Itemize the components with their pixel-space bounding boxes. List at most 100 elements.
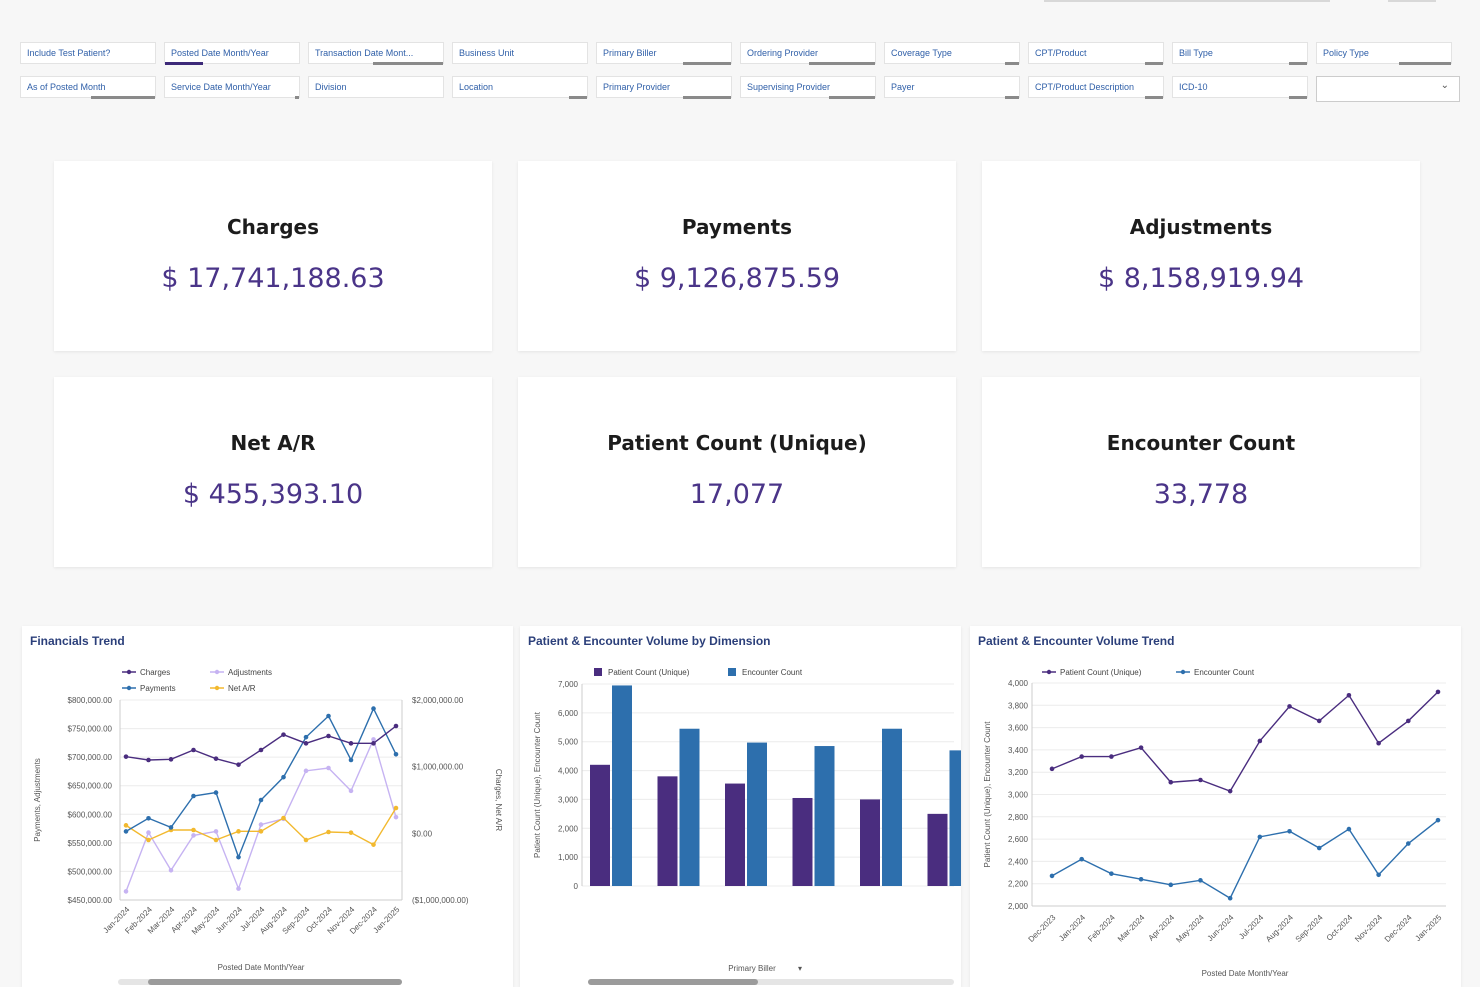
- y-tick-label: 4,000: [1008, 679, 1029, 688]
- filter-selection-indicator: [91, 96, 155, 99]
- chart-scrollbar[interactable]: [588, 979, 954, 985]
- filter-label: Posted Date Month/Year: [171, 48, 269, 58]
- data-point: [213, 837, 219, 843]
- data-point: [303, 768, 309, 774]
- data-point: [213, 756, 219, 761]
- legend-marker: [214, 685, 220, 691]
- x-tick-label: Sep-2024: [1294, 913, 1325, 944]
- data-point: [1316, 845, 1322, 851]
- kpi-value: $ 455,393.10: [182, 479, 364, 510]
- data-point: [1316, 718, 1322, 724]
- data-point: [1376, 872, 1381, 878]
- data-point: [168, 757, 174, 762]
- filter-division[interactable]: Division: [308, 76, 444, 98]
- bar-encounter-count: [949, 750, 961, 886]
- filter-selection-indicator: [1289, 62, 1307, 65]
- filter-business-unit[interactable]: Business Unit: [452, 42, 588, 64]
- legend-label: Charges: [140, 668, 170, 677]
- data-point: [191, 833, 196, 838]
- legend-label: Payments: [140, 684, 176, 693]
- filter-selection-indicator: [1145, 96, 1163, 99]
- filter-primary-biller[interactable]: Primary Biller: [596, 42, 732, 65]
- y-tick-label: 3,000: [558, 795, 579, 804]
- filter-cpt-product[interactable]: CPT/Product: [1028, 42, 1164, 65]
- kpi-title: Encounter Count: [1106, 431, 1296, 455]
- data-point: [258, 829, 264, 834]
- filter-posted-date-month-year[interactable]: Posted Date Month/Year: [164, 42, 300, 65]
- y-axis-title: Patient Count (Unique), Encounter Count: [533, 711, 542, 858]
- y-tick-label: 2,400: [1008, 857, 1029, 866]
- y-axis-title: Payments, Adjustments: [33, 758, 42, 842]
- data-point: [371, 737, 376, 742]
- data-point: [1346, 826, 1352, 832]
- scrollbar-thumb[interactable]: [588, 979, 758, 985]
- bar-encounter-count: [612, 685, 632, 886]
- filter-label: Service Date Month/Year: [171, 82, 271, 92]
- y-tick-label: 2,600: [1008, 835, 1029, 844]
- filter-label: Business Unit: [459, 48, 515, 58]
- data-point: [236, 854, 241, 860]
- data-point: [1198, 777, 1203, 783]
- filter-payer[interactable]: Payer: [884, 76, 1020, 99]
- y-tick-label: 6,000: [558, 709, 579, 718]
- chevron-down-icon: ⌄: [1440, 80, 1449, 91]
- filter-as-of-posted-month[interactable]: As of Posted Month: [20, 76, 156, 99]
- filter-service-date-month-year[interactable]: Service Date Month/Year: [164, 76, 300, 99]
- y-tick-label: $800,000.00: [68, 696, 113, 705]
- y-tick-label: 5,000: [558, 738, 579, 747]
- filter-primary-provider[interactable]: Primary Provider: [596, 76, 732, 99]
- financials-trend-chart: $800,000.00 $750,000.00 $700,000.00 $650,00…: [33, 668, 503, 972]
- y2-axis-title: Charges, Net A/R: [494, 769, 503, 831]
- data-point: [371, 842, 376, 847]
- y-tick-label: 2,000: [558, 824, 579, 833]
- data-point: [123, 829, 129, 834]
- y-axis-title: Patient Count (Unique), Encounter Count: [983, 721, 992, 868]
- legend-swatch: [594, 668, 602, 676]
- legend-label: Adjustments: [228, 668, 272, 677]
- filter-selection-indicator: [809, 62, 875, 65]
- filter-dropdown[interactable]: ⌄: [1316, 76, 1460, 102]
- data-point: [1376, 740, 1381, 746]
- kpi-title: Patient Count (Unique): [607, 431, 867, 455]
- data-point: [191, 747, 196, 753]
- data-point: [326, 733, 331, 739]
- y-tick-label: 2,800: [1008, 813, 1029, 822]
- kpi-title: Payments: [681, 215, 793, 239]
- filter-icd-10[interactable]: ICD-10: [1172, 76, 1308, 99]
- y-tick-label: $750,000.00: [68, 725, 113, 734]
- data-point: [1287, 828, 1292, 834]
- filter-ordering-provider[interactable]: Ordering Provider: [740, 42, 876, 65]
- filter-transaction-date-mont[interactable]: Transaction Date Mont...: [308, 42, 444, 65]
- kpi-value: $ 8,158,919.94: [1097, 263, 1305, 294]
- filter-location[interactable]: Location: [452, 76, 588, 99]
- data-point: [258, 822, 264, 827]
- filter-label: Ordering Provider: [747, 48, 819, 58]
- legend-label: Encounter Count: [1194, 668, 1255, 677]
- y-tick-label: 2,200: [1008, 880, 1029, 889]
- chart-scrollbar[interactable]: [118, 979, 402, 985]
- filter-include-test-patient[interactable]: Include Test Patient?: [20, 42, 156, 64]
- y-tick-label: $550,000.00: [68, 839, 113, 848]
- y-tick-label: 2,000: [1008, 902, 1029, 911]
- data-point: [1406, 718, 1411, 724]
- data-point: [146, 757, 151, 763]
- y-tick-label: 3,200: [1008, 768, 1029, 777]
- scrollbar-thumb[interactable]: [148, 979, 402, 985]
- filter-coverage-type[interactable]: Coverage Type: [884, 42, 1020, 65]
- data-point: [281, 732, 286, 737]
- x-axis-title: Posted Date Month/Year: [1202, 969, 1289, 978]
- filter-label: Division: [315, 82, 347, 92]
- bar-encounter-count: [882, 728, 902, 886]
- filter-bill-type[interactable]: Bill Type: [1172, 42, 1308, 65]
- top-toolbar-edge: [1044, 0, 1330, 2]
- filter-label: ICD-10: [1179, 82, 1208, 92]
- filter-policy-type[interactable]: Policy Type: [1316, 42, 1452, 65]
- data-point: [1406, 841, 1411, 846]
- kpi-title: Charges: [226, 215, 320, 239]
- y-tick-label: 7,000: [558, 680, 579, 689]
- data-point: [191, 827, 196, 833]
- kpi-value: 33,778: [1153, 479, 1249, 510]
- filter-cpt-product-description[interactable]: CPT/Product Description: [1028, 76, 1164, 99]
- filter-supervising-provider[interactable]: Supervising Provider: [740, 76, 876, 99]
- data-point: [1198, 878, 1203, 883]
